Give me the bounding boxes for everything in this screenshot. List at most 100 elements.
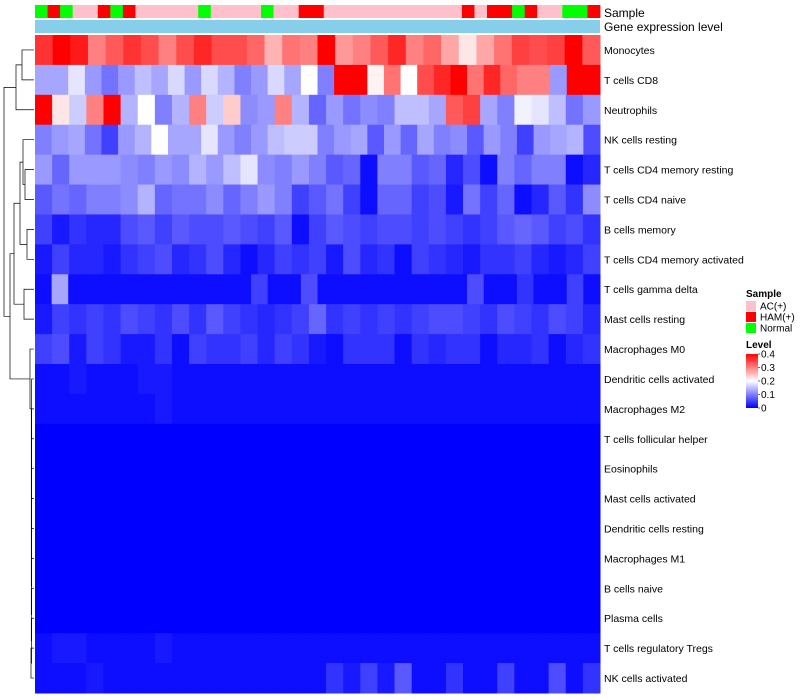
heatmap-cell: [463, 393, 481, 425]
heatmap-cell: [514, 94, 533, 126]
heatmap-cell: [433, 64, 451, 96]
heatmap-cell: [497, 244, 515, 275]
heatmap-cell: [334, 274, 352, 305]
heatmap-cell: [35, 603, 53, 634]
heatmap-cell: [445, 453, 464, 485]
heatmap-cell: [103, 154, 122, 186]
heatmap-cell: [154, 94, 173, 126]
heatmap-cell: [240, 513, 259, 544]
heatmap-cell: [564, 35, 583, 66]
heatmap-cell: [583, 64, 601, 96]
heatmap-cell: [291, 393, 310, 425]
heatmap-cell: [445, 603, 464, 634]
heatmap-cell: [428, 184, 447, 215]
heatmap-cell: [84, 274, 102, 305]
heatmap-cell: [428, 453, 447, 485]
heatmap-cell: [548, 423, 567, 455]
heatmap-cell: [326, 483, 344, 515]
legend-swatch: [746, 301, 756, 311]
heatmap-cell: [217, 64, 235, 96]
heatmap-cell: [497, 633, 515, 664]
heatmap-cell: [360, 543, 378, 574]
heatmap-cell: [86, 633, 104, 664]
heatmap-cell: [360, 304, 378, 335]
heatmap-cell: [52, 304, 70, 335]
heatmap-cell: [394, 603, 413, 634]
heatmap-cell: [137, 663, 156, 694]
heatmap-cell: [223, 633, 241, 664]
heatmap-cell: [137, 214, 156, 245]
heatmap-cell: [531, 94, 550, 126]
heatmap-cell: [223, 244, 241, 275]
sample-annotation-cell: [298, 5, 312, 18]
heatmap-cell: [206, 453, 224, 485]
heatmap-cell: [103, 603, 122, 634]
heatmap-cell: [514, 154, 533, 186]
heatmap-cell: [394, 633, 413, 664]
heatmap-cell: [514, 573, 533, 604]
heatmap-cell: [240, 94, 259, 126]
sample-annotation-cell: [436, 5, 450, 18]
heatmap-cell: [86, 334, 104, 365]
heatmap-cell: [350, 124, 368, 156]
heatmap-cell: [367, 64, 385, 96]
heatmap-cell: [445, 304, 464, 335]
heatmap-cell: [326, 573, 344, 604]
sample-annotation-cell: [374, 5, 387, 18]
heatmap-cell: [240, 244, 259, 275]
heatmap-cell: [529, 35, 548, 66]
heatmap-cell: [428, 304, 447, 335]
heatmap-cell: [189, 214, 207, 245]
sample-annotation-cell: [35, 5, 48, 18]
heatmap-cell: [52, 663, 70, 694]
heatmap-cell: [291, 364, 310, 395]
heatmap-cell: [52, 334, 70, 365]
heatmap-cell: [52, 483, 70, 515]
heatmap-cell: [206, 573, 224, 604]
heatmap-cell: [394, 393, 413, 425]
heatmap-cell: [257, 513, 276, 544]
heatmap-cell: [69, 364, 87, 395]
heatmap-cell: [308, 543, 327, 574]
row-label: Eosinophils: [604, 464, 658, 476]
heatmap-cell: [463, 154, 481, 186]
legend-swatch: [746, 323, 756, 333]
heatmap-cell: [189, 573, 207, 604]
heatmap-cell: [582, 573, 601, 604]
heatmap-cell: [120, 453, 139, 485]
heatmap-cell: [533, 124, 551, 156]
heatmap-cell: [86, 94, 104, 126]
heatmap-cell: [171, 663, 190, 694]
row-label: B cells memory: [604, 224, 677, 236]
dendrogram-branch: [3, 86, 16, 317]
heatmap-cell: [411, 244, 430, 275]
heatmap-cell: [445, 184, 464, 215]
sample-annotation-cell: [574, 5, 588, 18]
heatmap-cell: [120, 184, 139, 215]
heatmap-cell: [483, 274, 501, 305]
heatmap-cell: [240, 633, 259, 664]
heatmap-cell: [291, 543, 310, 574]
heatmap-cell: [343, 423, 361, 455]
heatmap-cell: [497, 214, 515, 245]
heatmap-cell: [463, 663, 481, 694]
heatmap-cell: [548, 94, 567, 126]
row-label: NK cells resting: [604, 135, 677, 147]
heatmap-cell: [240, 453, 259, 485]
heatmap-cell: [35, 453, 53, 485]
heatmap-cell: [582, 214, 601, 245]
heatmap-cell: [52, 393, 70, 425]
heatmap-cell: [582, 364, 601, 395]
heatmap-cell: [480, 214, 498, 245]
heatmap-cell: [497, 154, 515, 186]
heatmap-cell: [118, 124, 136, 156]
heatmap-cell: [137, 94, 156, 126]
heatmap-cell: [497, 663, 515, 694]
heatmap-cell: [223, 573, 241, 604]
heatmap-cell: [240, 184, 259, 215]
dendrogram-branch: [26, 229, 34, 260]
heatmap-cell: [206, 543, 224, 574]
heatmap-cell: [246, 35, 266, 66]
heatmap-cell: [514, 184, 533, 215]
heatmap-cell: [583, 124, 601, 156]
